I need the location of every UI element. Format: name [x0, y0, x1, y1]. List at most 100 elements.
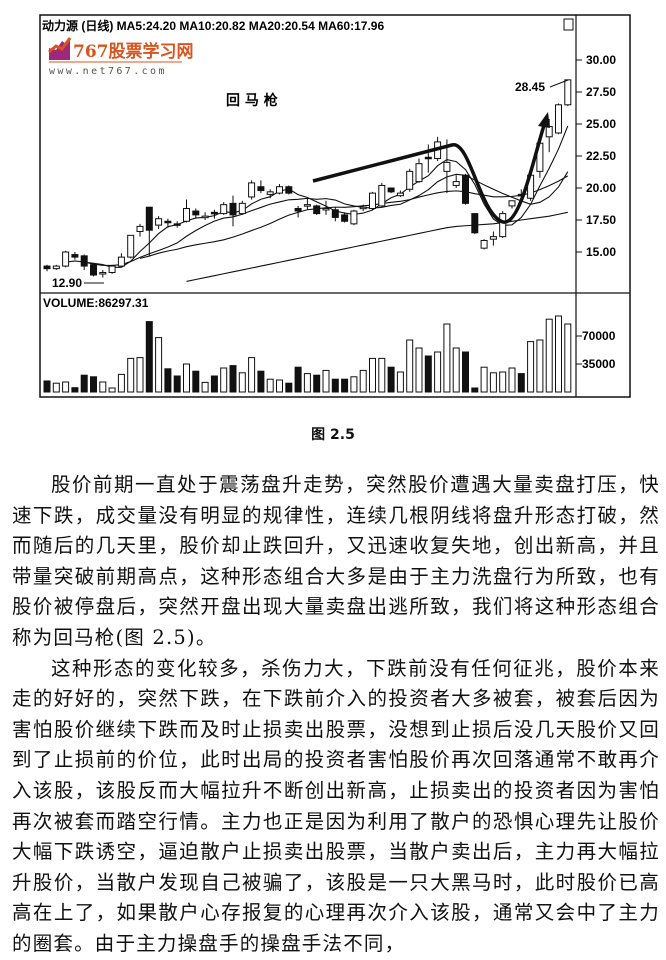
pattern-trend-arrow: [312, 121, 547, 224]
window-toggle-icon[interactable]: [563, 18, 574, 31]
volume-bar: [331, 378, 339, 393]
volume-bar: [71, 387, 79, 393]
ma20-line: [139, 175, 569, 259]
volume-bar: [210, 375, 218, 393]
candle-down: [145, 206, 153, 231]
volume-bar: [508, 367, 516, 393]
price-tick-label: 20.00: [586, 181, 616, 195]
volume-bar: [341, 378, 349, 393]
candle-up: [322, 207, 330, 211]
price-tick-label: 25.00: [586, 117, 616, 131]
candle-down: [71, 254, 79, 258]
price-tick-label: 22.50: [586, 149, 616, 163]
volume-bar: [99, 381, 107, 393]
candle-up: [99, 271, 107, 275]
candle-up: [238, 202, 246, 215]
volume-bar: [434, 351, 442, 393]
candle-up: [555, 104, 562, 134]
volume-bar: [462, 351, 469, 393]
high-annotation: 28.45: [515, 80, 545, 94]
volume-bar: [350, 376, 358, 393]
candle-up: [359, 206, 367, 210]
price-tick-label: 27.50: [586, 85, 616, 99]
body-text: 股价前期一直处于震荡盘升走势，突然股价遭遇大量卖盘打压，快速下跌，成交量没有明显…: [12, 470, 660, 960]
candle-up: [480, 239, 488, 249]
candle-down: [173, 223, 181, 226]
volume-bar: [396, 371, 404, 393]
figure-caption: 图 2.5: [311, 427, 355, 443]
volume-bar: [136, 357, 144, 393]
volume-bar: [155, 337, 163, 393]
candle-up: [136, 225, 144, 233]
paragraph: 股价前期一直处于震荡盘升走势，突然股价遭遇大量卖盘打压，快速下跌，成交量没有明显…: [12, 473, 660, 649]
candle-up: [415, 163, 423, 183]
candle-up: [545, 126, 553, 138]
candle-up: [62, 251, 70, 267]
chart-frame: [39, 14, 631, 398]
ma60-line: [186, 211, 568, 282]
logo-url: www.net767.com: [49, 66, 167, 77]
candle-up: [406, 170, 414, 190]
watermark-logo: 767股票学习网 www.net767.com: [48, 37, 194, 77]
volume-bar: [80, 374, 88, 393]
volume-bar: [257, 370, 265, 393]
candle-down: [257, 186, 265, 192]
candle-up: [52, 265, 60, 270]
volume-bar: [480, 366, 488, 393]
volume-bar: [443, 323, 451, 393]
candle-down: [80, 255, 88, 267]
volume-bar: [489, 372, 497, 393]
volume-bar: [145, 321, 153, 393]
price-tick-label: 17.50: [586, 213, 616, 227]
candle-up: [499, 213, 507, 238]
volume-bar: [164, 368, 172, 393]
candle-down: [471, 213, 479, 234]
volume-bar: [536, 339, 544, 393]
candle-down: [90, 264, 97, 276]
candle-down: [331, 209, 339, 218]
volume-bar: [62, 381, 70, 393]
volume-bar: [43, 380, 51, 393]
candle-up: [489, 236, 497, 240]
chart-header: 动力源 (日线) MA5:24.20 MA10:20.82 MA20:20.54…: [42, 18, 384, 33]
volume-bar: [192, 370, 200, 393]
candle-up: [248, 182, 256, 198]
candle-up: [276, 186, 283, 194]
logo-text: 767股票学习网: [73, 41, 194, 62]
candle-up: [452, 181, 460, 186]
price-tick-label: 30.00: [586, 53, 616, 67]
candle-down: [424, 156, 432, 160]
candle-down: [43, 265, 51, 270]
candle-up: [183, 207, 190, 222]
volume-bar: [294, 366, 302, 393]
volume-bar: [527, 341, 535, 393]
volume-bar: [173, 375, 181, 393]
candle-up: [201, 215, 209, 219]
volume-label: VOLUME:86297.31: [43, 296, 149, 310]
price-tick-label: 15.00: [586, 245, 616, 259]
volume-bar: [499, 371, 507, 393]
volume-bar: [452, 347, 460, 393]
candle-down: [192, 210, 200, 216]
candle-up: [378, 184, 386, 207]
high-arrow: [549, 79, 569, 88]
volume-bar: [555, 315, 562, 393]
volume-bar: [313, 374, 321, 393]
candle-down: [294, 207, 302, 212]
volume-bar: [378, 357, 386, 393]
candle-up: [266, 191, 274, 195]
candle-up: [303, 204, 311, 207]
candle-down: [462, 174, 469, 204]
volume-bar: [285, 382, 293, 393]
volume-bar: [108, 387, 116, 393]
volume-bar: [387, 366, 395, 393]
candle-up: [369, 192, 376, 209]
volume-bar: [183, 363, 190, 393]
volume-bar: [564, 323, 572, 393]
low-annotation: 12.90: [52, 276, 82, 290]
volume-bar: [424, 355, 432, 393]
volume-bar: [359, 369, 367, 393]
volume-bar: [248, 357, 256, 393]
volume-tick-label: 70000: [582, 329, 616, 343]
volume-bar: [471, 387, 479, 393]
